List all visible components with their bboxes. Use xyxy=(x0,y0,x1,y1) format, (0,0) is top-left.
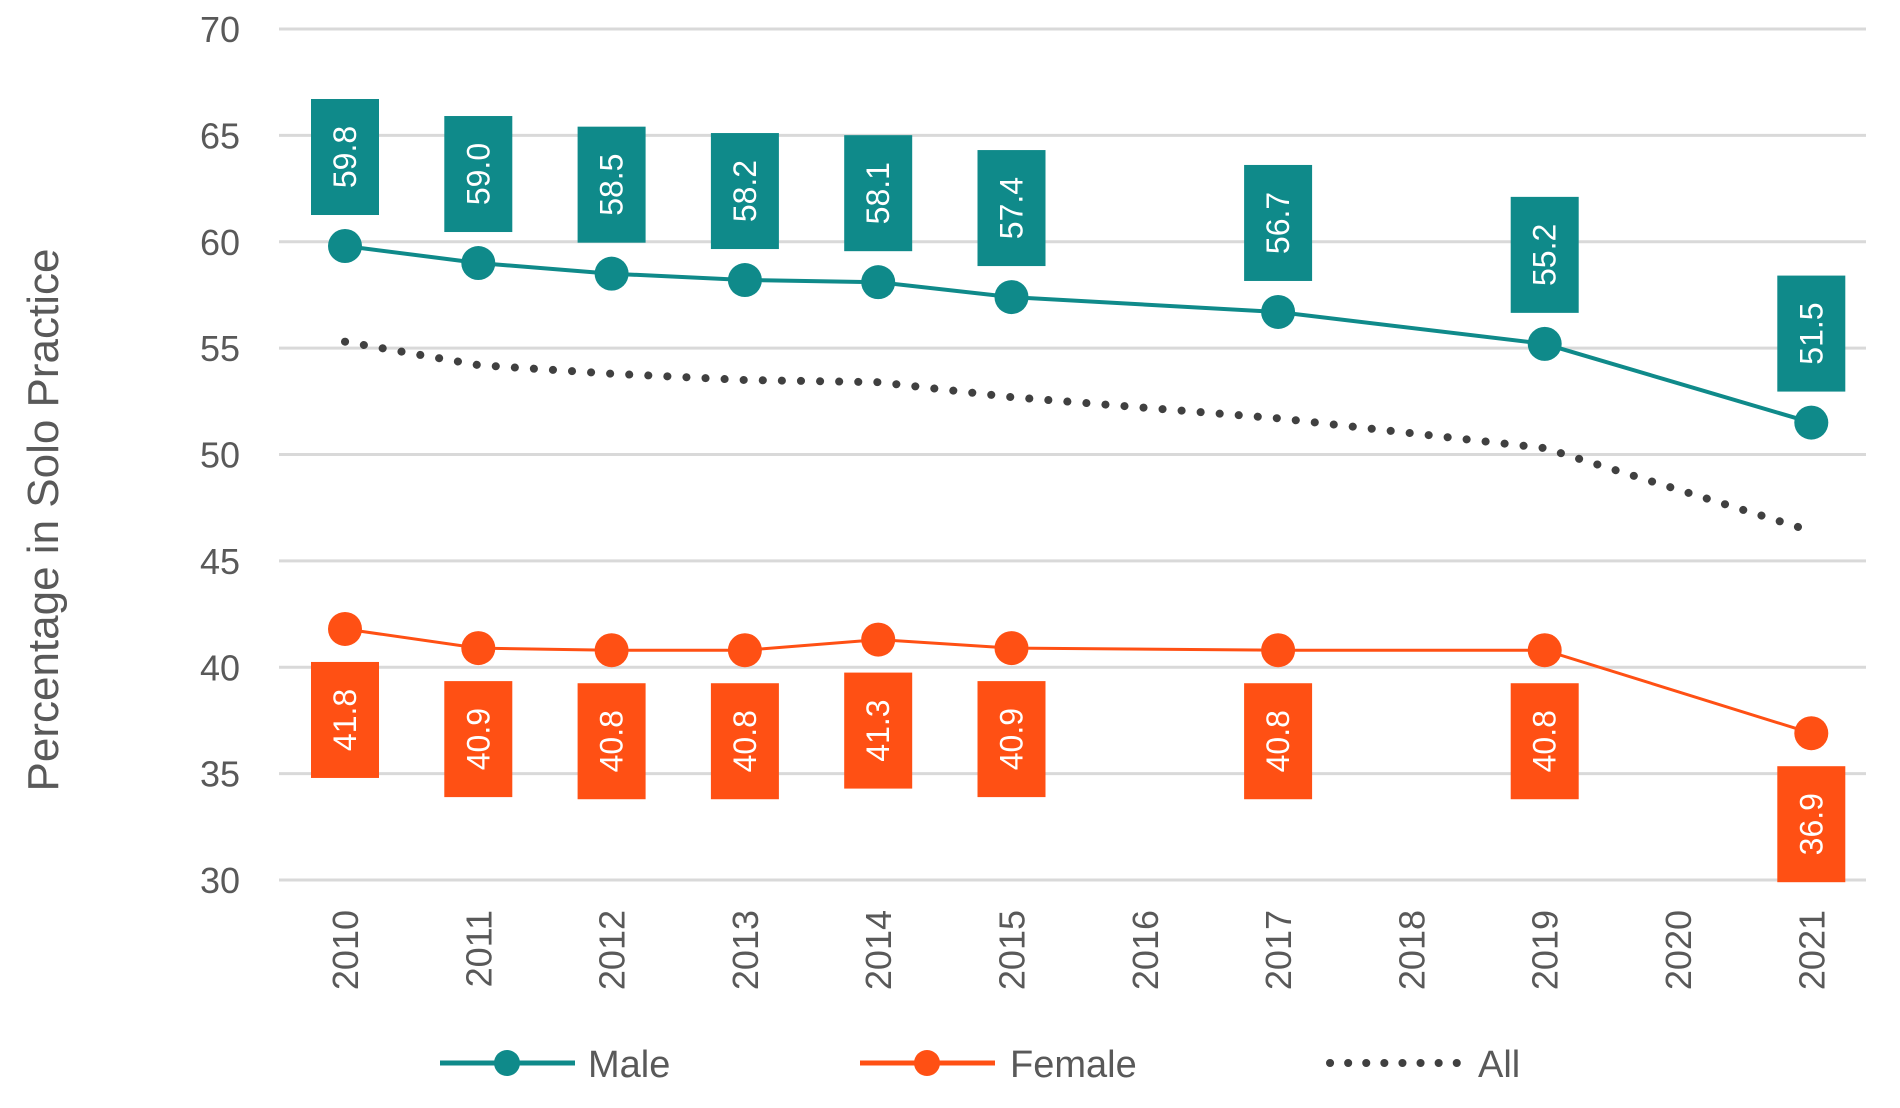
data-label-box-male xyxy=(710,133,779,250)
data-label-female: 41.8 xyxy=(327,689,363,751)
data-label-box-female xyxy=(444,681,513,798)
x-tick-label: 2011 xyxy=(458,910,499,987)
data-point-male xyxy=(461,246,496,281)
data-label-box-female xyxy=(1777,766,1846,883)
legend-label-female: Female xyxy=(1010,1044,1137,1086)
x-tick-label: 2012 xyxy=(592,910,633,990)
data-label-box-female xyxy=(311,661,379,778)
y-tick-label: 30 xyxy=(200,860,240,901)
x-tick-label: 2010 xyxy=(325,910,366,990)
data-point-female xyxy=(328,611,362,646)
y-tick-label: 50 xyxy=(200,435,240,476)
data-point-female xyxy=(861,622,896,657)
data-label-female: 41.3 xyxy=(860,699,896,761)
data-point-female xyxy=(1261,633,1296,668)
legend: Male Female All xyxy=(440,1044,1520,1086)
data-label-box-female xyxy=(1244,683,1313,800)
x-tick-label: 2020 xyxy=(1658,910,1699,990)
data-label-box-female xyxy=(577,683,646,800)
y-axis-ticks: 30 35 40 45 50 55 60 65 70 xyxy=(200,9,240,901)
data-point-female xyxy=(1527,633,1562,668)
data-point-male xyxy=(861,265,896,300)
x-tick-label: 2013 xyxy=(725,910,766,990)
data-label-box-female xyxy=(710,683,779,800)
data-label-box-female xyxy=(977,681,1046,798)
data-label-box-female xyxy=(844,672,913,789)
gridlines xyxy=(279,27,1866,882)
y-tick-label: 35 xyxy=(200,754,240,795)
data-label-male: 59.0 xyxy=(460,143,496,205)
data-point-female xyxy=(994,631,1029,666)
data-label-female: 36.9 xyxy=(1793,793,1829,855)
data-label-box-male xyxy=(311,99,379,216)
data-label-male: 57.4 xyxy=(994,177,1030,239)
legend-entry-female: Female xyxy=(860,1044,1137,1086)
data-label-box-male xyxy=(844,135,913,252)
legend-label-all: All xyxy=(1478,1044,1520,1086)
data-label-male: 56.7 xyxy=(1260,192,1296,254)
data-label-box-female xyxy=(1510,683,1579,800)
data-label-box-male xyxy=(577,126,646,243)
legend-label-male: Male xyxy=(588,1044,670,1086)
y-tick-label: 65 xyxy=(200,115,240,156)
data-label-female: 40.9 xyxy=(460,708,496,770)
series-female: 41.8 40.9 40.8 40.8 41.3 40.9 40.8 40.8 36.9 xyxy=(311,611,1846,883)
data-label-male: 51.5 xyxy=(1793,302,1829,364)
x-tick-label: 2021 xyxy=(1791,910,1832,990)
x-tick-label: 2015 xyxy=(992,910,1033,990)
data-point-male xyxy=(727,263,762,298)
series-line-female xyxy=(344,627,1812,735)
legend-entry-all: All xyxy=(1326,1044,1520,1086)
x-axis-ticks: 2010 2011 2012 2013 2014 2015 2016 2017 2018 2019… xyxy=(325,910,1832,990)
data-label-female: 40.8 xyxy=(1260,710,1296,772)
data-label-female: 40.8 xyxy=(594,710,630,772)
legend-entry-male: Male xyxy=(440,1044,670,1086)
data-point-female xyxy=(594,633,629,668)
y-tick-label: 45 xyxy=(200,541,240,582)
data-point-male xyxy=(594,256,629,291)
data-point-female xyxy=(1794,716,1829,751)
series-line-male xyxy=(344,244,1812,425)
x-tick-label: 2018 xyxy=(1391,910,1432,990)
y-tick-label: 70 xyxy=(200,9,240,50)
data-label-female: 40.8 xyxy=(1527,710,1563,772)
y-axis-title: Percentage in Solo Practice xyxy=(19,249,68,792)
data-point-male xyxy=(328,229,362,264)
data-label-box-male xyxy=(1777,275,1846,392)
x-tick-label: 2019 xyxy=(1525,910,1566,990)
data-point-female xyxy=(727,633,762,668)
data-point-female xyxy=(461,631,496,666)
data-label-male: 58.1 xyxy=(860,162,896,224)
data-point-male xyxy=(1794,405,1829,440)
x-tick-label: 2017 xyxy=(1258,910,1299,990)
data-label-box-male xyxy=(1244,164,1313,281)
data-point-male xyxy=(1261,294,1296,329)
data-label-box-male xyxy=(444,116,513,233)
data-label-female: 40.8 xyxy=(727,710,763,772)
x-tick-label: 2016 xyxy=(1125,910,1166,990)
series-line-all xyxy=(341,337,1816,536)
data-label-male: 59.8 xyxy=(327,126,363,188)
data-label-box-male xyxy=(977,150,1046,267)
y-tick-label: 40 xyxy=(200,647,240,688)
series-male: 59.8 59.0 58.5 58.2 58.1 57.4 56.7 55.2 51.5 xyxy=(311,99,1846,440)
data-label-box-male xyxy=(1510,196,1579,313)
legend-male-marker xyxy=(494,1050,520,1076)
data-label-female: 40.9 xyxy=(994,708,1030,770)
y-tick-label: 55 xyxy=(200,328,240,369)
legend-female-marker xyxy=(914,1050,940,1076)
x-tick-label: 2014 xyxy=(858,910,899,990)
data-label-male: 58.2 xyxy=(727,160,763,222)
y-tick-label: 60 xyxy=(200,222,240,263)
data-point-male xyxy=(1527,326,1562,361)
data-point-male xyxy=(994,280,1029,315)
data-label-male: 58.5 xyxy=(594,154,630,216)
data-label-male: 55.2 xyxy=(1527,224,1563,286)
series-all xyxy=(341,337,1816,536)
